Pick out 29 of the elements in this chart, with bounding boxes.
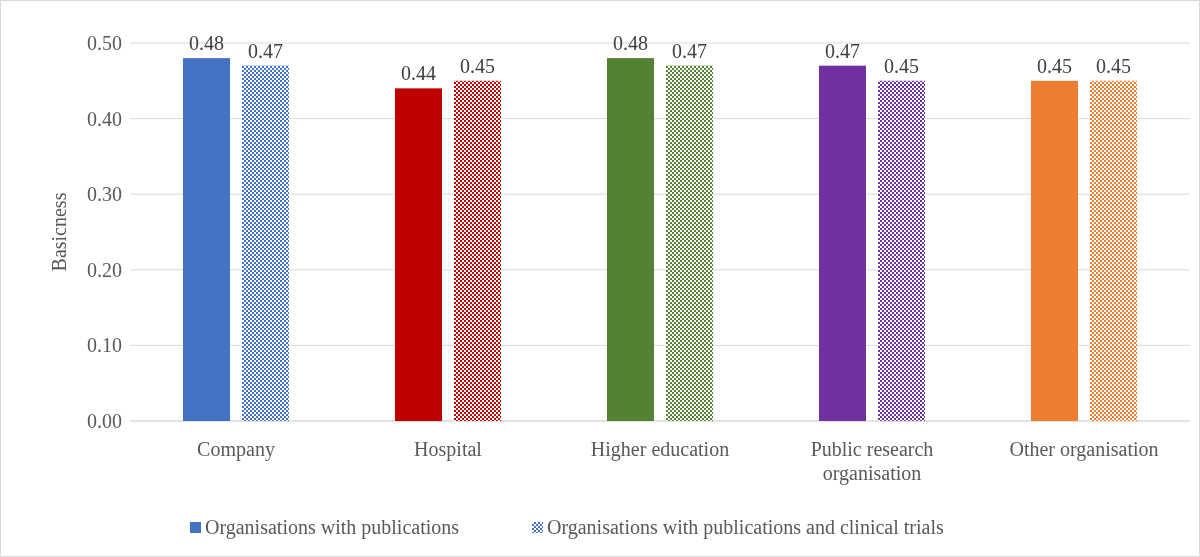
data-label: 0.45: [884, 54, 919, 77]
x-tick-label: Company: [197, 438, 275, 461]
legend-label: Organisations with publications: [205, 516, 460, 539]
x-tick-label: Higher education: [590, 438, 730, 461]
data-label: 0.48: [189, 32, 224, 55]
y-tick-label: 0.00: [87, 410, 122, 432]
x-tick-label: Hospital: [414, 438, 483, 461]
y-tick-label: 0.20: [87, 258, 122, 281]
data-label: 0.48: [613, 32, 648, 55]
data-label: 0.47: [825, 39, 860, 62]
bar: [819, 65, 866, 421]
bar: [183, 58, 230, 421]
data-label: 0.45: [1037, 54, 1072, 77]
y-tick-label: 0.50: [87, 32, 122, 54]
data-label: 0.44: [401, 62, 436, 85]
bar: [1031, 80, 1078, 421]
data-label: 0.47: [672, 39, 707, 62]
data-label: 0.45: [460, 54, 495, 77]
y-tick-label: 0.30: [87, 183, 122, 206]
bar: [607, 58, 654, 421]
y-tick-label: 0.40: [87, 107, 122, 130]
bar: [395, 88, 442, 421]
data-label: 0.45: [1096, 54, 1131, 77]
legend-label: Organisations with publications and clinical trials: [547, 516, 944, 539]
y-axis-title: Basicness: [48, 192, 70, 272]
y-tick-label: 0.10: [87, 334, 122, 357]
x-tick-label: Other organisation: [1009, 438, 1159, 461]
x-tick-label: Public research organisation: [810, 438, 934, 485]
data-label: 0.47: [248, 39, 283, 62]
